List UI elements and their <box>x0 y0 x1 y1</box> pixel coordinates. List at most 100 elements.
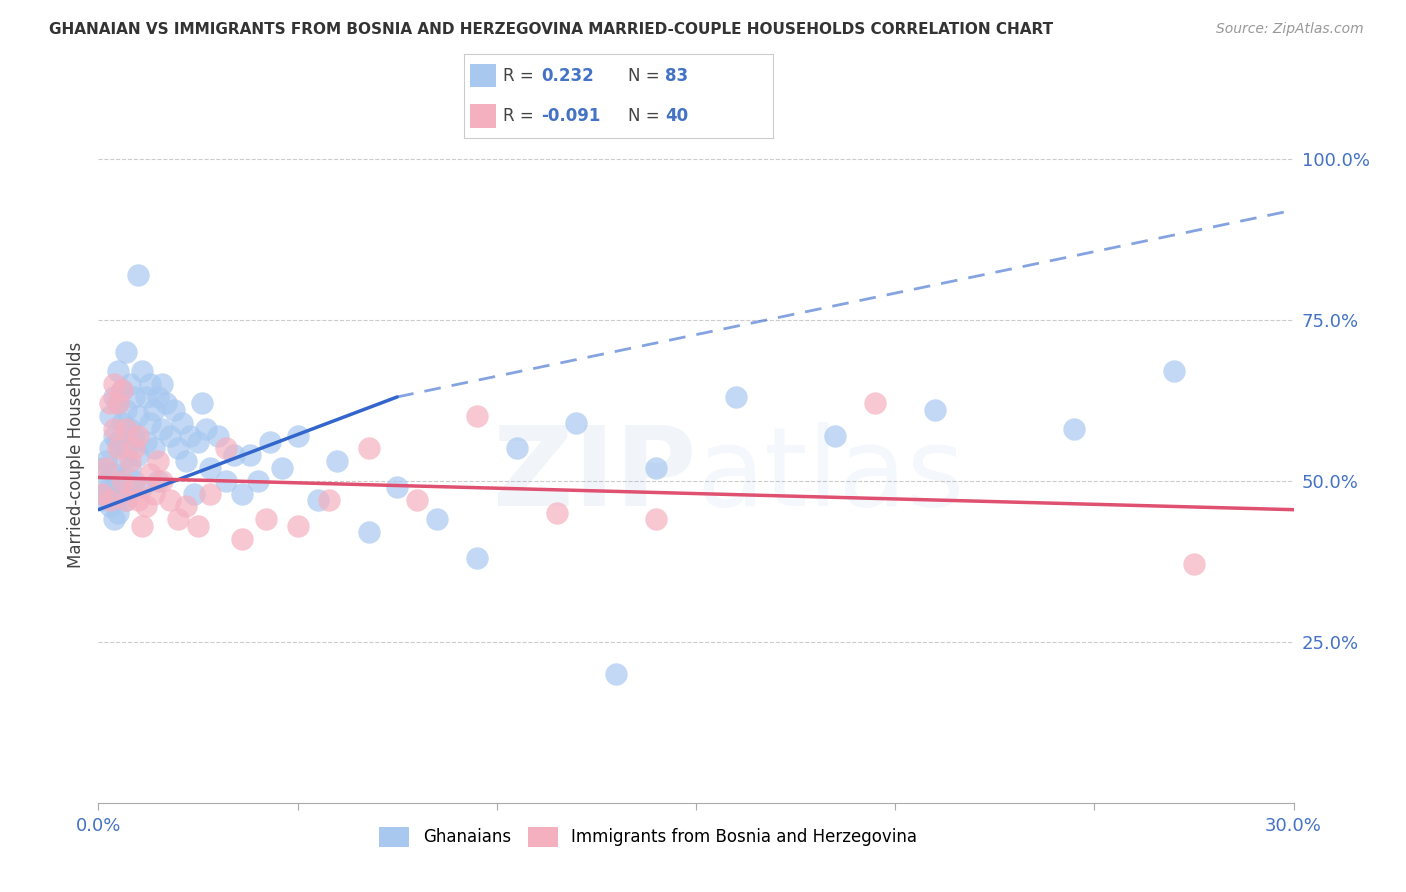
Point <box>546 506 568 520</box>
Text: N =: N = <box>628 67 659 85</box>
Point <box>120 454 142 468</box>
Point <box>198 460 221 475</box>
Point <box>124 474 146 488</box>
Text: R =: R = <box>503 107 533 125</box>
Point <box>231 532 253 546</box>
Point <box>645 460 668 475</box>
Point <box>127 493 149 508</box>
Point <box>287 428 309 442</box>
Point <box>359 442 381 456</box>
Point <box>111 416 134 430</box>
Point <box>172 416 194 430</box>
Point <box>222 448 245 462</box>
Point <box>174 454 197 468</box>
Point <box>724 390 747 404</box>
Point <box>239 448 262 462</box>
Point <box>174 500 197 514</box>
Point <box>124 480 146 494</box>
Point <box>198 486 221 500</box>
Point <box>207 428 229 442</box>
Point <box>120 377 142 392</box>
Point <box>139 377 162 392</box>
Point <box>254 512 277 526</box>
Point <box>139 416 162 430</box>
Point <box>231 486 253 500</box>
Point <box>148 390 170 404</box>
Point <box>124 442 146 456</box>
Point <box>98 493 122 508</box>
Point <box>131 480 153 494</box>
Point <box>96 460 118 475</box>
Point <box>124 390 146 404</box>
Point <box>115 493 138 508</box>
Point <box>107 442 129 456</box>
Point <box>131 518 153 533</box>
Point <box>96 474 118 488</box>
Point <box>127 268 149 282</box>
Point <box>120 422 142 436</box>
Point <box>187 518 209 533</box>
Point <box>96 486 118 500</box>
Point <box>107 396 129 410</box>
Text: 40: 40 <box>665 107 688 125</box>
Point <box>359 525 381 540</box>
Text: 83: 83 <box>665 67 688 85</box>
Point <box>318 493 340 508</box>
Point <box>506 442 529 456</box>
Point <box>191 396 214 410</box>
Point <box>385 480 409 494</box>
Point <box>139 467 162 482</box>
Point <box>605 667 627 681</box>
Text: N =: N = <box>628 107 659 125</box>
Point <box>406 493 429 508</box>
Point <box>98 409 122 424</box>
Point <box>107 364 129 378</box>
Point <box>98 500 122 514</box>
Point <box>215 442 238 456</box>
Point <box>127 448 149 462</box>
Point <box>115 344 138 359</box>
Point <box>127 409 149 424</box>
Point <box>465 551 488 566</box>
Point <box>111 384 134 398</box>
Point <box>135 390 157 404</box>
Point <box>150 474 173 488</box>
Point <box>91 460 114 475</box>
Point <box>115 422 138 436</box>
FancyBboxPatch shape <box>470 104 496 128</box>
Point <box>195 422 218 436</box>
Text: 0.232: 0.232 <box>541 67 595 85</box>
Point <box>103 512 125 526</box>
Point <box>167 512 190 526</box>
Point <box>111 454 134 468</box>
Text: Source: ZipAtlas.com: Source: ZipAtlas.com <box>1216 22 1364 37</box>
Point <box>159 493 181 508</box>
Point <box>107 435 129 450</box>
Point <box>163 402 186 417</box>
Point <box>91 486 114 500</box>
Point <box>127 428 149 442</box>
Point <box>120 460 142 475</box>
Point <box>167 442 190 456</box>
Point <box>111 486 134 500</box>
Point <box>143 486 166 500</box>
Point <box>111 384 134 398</box>
Point <box>824 428 846 442</box>
Point <box>150 422 173 436</box>
Point <box>645 512 668 526</box>
Point <box>150 377 173 392</box>
Point <box>115 402 138 417</box>
Point <box>215 474 238 488</box>
Point <box>1182 558 1205 572</box>
Text: -0.091: -0.091 <box>541 107 600 125</box>
Point <box>183 486 205 500</box>
Point <box>155 396 177 410</box>
Point <box>98 442 122 456</box>
FancyBboxPatch shape <box>470 64 496 87</box>
Point <box>187 435 209 450</box>
Point <box>159 428 181 442</box>
Point <box>107 506 129 520</box>
Point <box>103 377 125 392</box>
Point <box>91 493 114 508</box>
Point <box>924 402 946 417</box>
